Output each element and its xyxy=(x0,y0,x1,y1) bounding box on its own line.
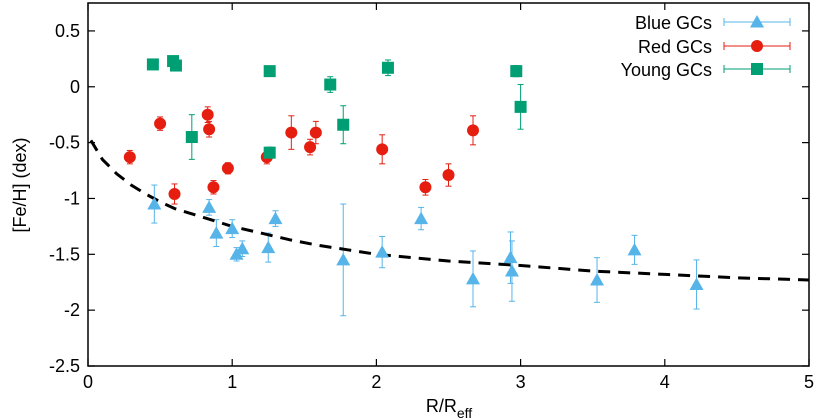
red-gcs-point xyxy=(419,181,432,194)
y-tick-label: -1 xyxy=(64,188,80,208)
x-tick-label: 2 xyxy=(371,372,381,392)
young-gcs-point xyxy=(514,100,527,113)
legend: Blue GCs Red GCs Young GCs xyxy=(621,13,791,80)
blue-gcs-point xyxy=(504,264,519,277)
blue-gcs-point xyxy=(336,252,351,266)
blue-gcs-point xyxy=(209,226,224,239)
x-tick-label: 3 xyxy=(516,372,526,392)
legend-label-red-gcs: Red GCs xyxy=(638,37,712,57)
y-tick-label: 0 xyxy=(70,77,80,97)
red-gcs-point xyxy=(207,181,220,194)
blue-gcs-point xyxy=(202,200,217,213)
young-gcs-point xyxy=(263,146,276,159)
y-axis-label: [Fe/H] (dex) xyxy=(10,137,30,232)
red-gcs-point xyxy=(285,126,298,139)
young-gcs-point xyxy=(337,118,350,131)
legend-marker-blue-gcs xyxy=(750,15,764,28)
blue-gcs-point xyxy=(235,241,250,255)
blue-gcs-point xyxy=(503,250,518,264)
red-gcs-point xyxy=(123,151,136,164)
young-gcs-point xyxy=(146,58,159,71)
young-gcs-point xyxy=(381,61,394,74)
young-gcs-point xyxy=(510,65,523,78)
x-axis-label-subscript: eff xyxy=(457,405,472,420)
x-axis-label: R/Reff xyxy=(426,396,472,420)
y-tick-label: 0.5 xyxy=(55,21,80,41)
x-axis-label-main: R/R xyxy=(426,396,457,416)
young-gcs-point xyxy=(185,131,198,144)
red-gcs-point xyxy=(304,141,317,154)
blue-gcs-point xyxy=(225,221,240,235)
blue-gcs-point xyxy=(627,242,642,256)
young-gcs-point xyxy=(263,65,276,78)
legend-label-young-gcs: Young GCs xyxy=(621,60,712,80)
x-tick-label: 1 xyxy=(227,372,237,392)
blue-gcs-point xyxy=(261,240,276,254)
plot-frame xyxy=(87,2,810,367)
fit-layer xyxy=(89,139,810,282)
blue-gcs-point xyxy=(375,245,390,258)
red-gcs-point xyxy=(442,169,455,182)
ticks: 0 1 2 3 4 5 0.5 0 -0.5 -1 -1.5 -2 -2.5 xyxy=(49,3,814,392)
x-tick-label: 5 xyxy=(804,372,814,392)
young-gcs-point xyxy=(169,59,182,72)
blue-gcs-point xyxy=(590,272,605,286)
red-gcs-point xyxy=(221,162,234,175)
blue-gcs-point xyxy=(414,211,429,225)
blue-gcs-point xyxy=(689,277,704,290)
red-gcs-point xyxy=(376,143,389,156)
markers xyxy=(123,55,704,290)
fit-curve xyxy=(89,139,810,282)
y-tick-label: -1.5 xyxy=(49,244,80,264)
blue-gcs-point xyxy=(147,197,162,210)
legend-marker-red-gcs xyxy=(751,40,763,52)
red-gcs-point xyxy=(309,126,322,139)
legend-label-blue-gcs: Blue GCs xyxy=(635,13,712,33)
blue-gcs-point xyxy=(466,271,481,285)
red-gcs-point xyxy=(201,108,214,121)
red-gcs-point xyxy=(203,123,216,136)
x-tick-label: 0 xyxy=(83,372,93,392)
blue-gcs-point xyxy=(268,211,283,225)
red-gcs-point xyxy=(168,187,181,200)
red-gcs-point xyxy=(467,124,480,137)
y-tick-label: -2.5 xyxy=(49,356,80,376)
young-gcs-point xyxy=(324,78,337,91)
y-tick-label: -0.5 xyxy=(49,133,80,153)
red-gcs-point xyxy=(154,117,167,130)
y-tick-label: -2 xyxy=(64,300,80,320)
x-tick-label: 4 xyxy=(660,372,670,392)
legend-marker-young-gcs xyxy=(751,63,763,75)
